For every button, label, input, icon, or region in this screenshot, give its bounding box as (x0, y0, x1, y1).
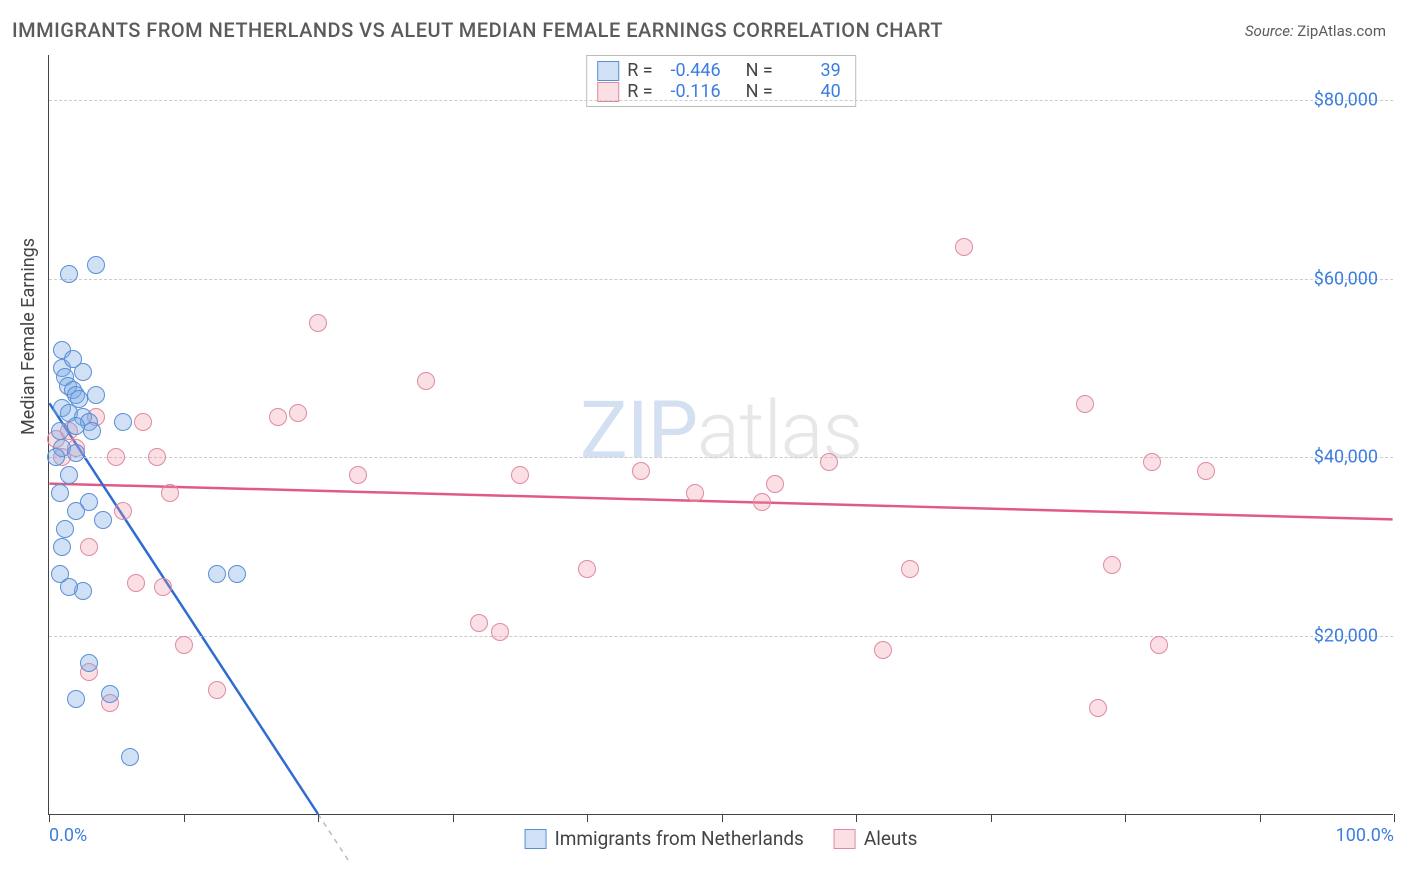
data-point (1103, 556, 1121, 574)
data-point (491, 623, 509, 641)
data-point (148, 448, 166, 466)
data-point (67, 502, 85, 520)
source-label: Source: (1245, 22, 1294, 40)
legend-row-a: R = -0.446 N = 39 (597, 60, 841, 81)
y-axis-label: $40,000 (1314, 447, 1378, 468)
data-point (1150, 636, 1168, 654)
data-point (955, 238, 973, 256)
data-point (67, 690, 85, 708)
data-point (80, 654, 98, 672)
data-point (901, 560, 919, 578)
source-value: ZipAtlas.com (1297, 22, 1386, 40)
data-point (60, 466, 78, 484)
data-point (161, 484, 179, 502)
data-point (87, 256, 105, 274)
series-legend: Immigrants from Netherlands Aleuts (525, 827, 918, 850)
x-tick (587, 814, 588, 822)
y-axis-label: $80,000 (1314, 89, 1378, 110)
y-axis-title: Median Female Earnings (18, 238, 39, 435)
source-attribution: Source: ZipAtlas.com (1245, 22, 1386, 40)
data-point (289, 404, 307, 422)
data-point (134, 413, 152, 431)
data-point (51, 484, 69, 502)
x-tick (453, 814, 454, 822)
series-a-name: Immigrants from Netherlands (555, 827, 804, 850)
data-point (874, 641, 892, 659)
swatch-b (597, 82, 619, 102)
x-tick (318, 814, 319, 822)
swatch-a (597, 61, 619, 81)
data-point (127, 574, 145, 592)
x-tick (991, 814, 992, 822)
swatch-a-icon (525, 829, 547, 849)
data-point (114, 413, 132, 431)
data-point (686, 484, 704, 502)
gridline (49, 100, 1393, 101)
data-point (1076, 395, 1094, 413)
x-tick (184, 814, 185, 822)
data-point (470, 614, 488, 632)
data-point (64, 350, 82, 368)
data-point (753, 493, 771, 511)
data-point (94, 511, 112, 529)
data-point (1197, 462, 1215, 480)
x-tick (1260, 814, 1261, 822)
gridline (49, 636, 1393, 637)
data-point (114, 502, 132, 520)
data-point (47, 448, 65, 466)
x-axis-label: 100.0% (1336, 825, 1394, 846)
n-value-a: 39 (781, 60, 841, 81)
data-point (1089, 699, 1107, 717)
data-point (208, 681, 226, 699)
trend-lines (49, 55, 1393, 814)
data-point (67, 444, 85, 462)
data-point (511, 466, 529, 484)
data-point (60, 578, 78, 596)
data-point (175, 636, 193, 654)
x-tick (1125, 814, 1126, 822)
legend-entry-a: Immigrants from Netherlands (525, 827, 804, 850)
data-point (766, 475, 784, 493)
data-point (208, 565, 226, 583)
y-axis-label: $60,000 (1314, 268, 1378, 289)
r-label-a: R = (627, 60, 652, 81)
data-point (101, 685, 119, 703)
data-point (632, 462, 650, 480)
x-tick (1394, 814, 1395, 822)
data-point (121, 748, 139, 766)
data-point (1143, 453, 1161, 471)
x-axis-label: 0.0% (49, 825, 87, 846)
data-point (56, 520, 74, 538)
data-point (228, 565, 246, 583)
data-point (269, 408, 287, 426)
data-point (87, 386, 105, 404)
x-tick (49, 814, 50, 822)
data-point (154, 578, 172, 596)
data-point (349, 466, 367, 484)
r-value-a: -0.446 (661, 60, 721, 81)
data-point (83, 422, 101, 440)
data-point (60, 265, 78, 283)
data-point (417, 372, 435, 390)
data-point (107, 448, 125, 466)
gridline (49, 457, 1393, 458)
data-point (578, 560, 596, 578)
chart-title: IMMIGRANTS FROM NETHERLANDS VS ALEUT MED… (12, 18, 943, 42)
data-point (53, 538, 71, 556)
x-tick (856, 814, 857, 822)
series-b-name: Aleuts (864, 827, 918, 850)
data-point (309, 314, 327, 332)
x-tick (722, 814, 723, 822)
data-point (67, 417, 85, 435)
data-point (80, 538, 98, 556)
gridline (49, 279, 1393, 280)
legend-entry-b: Aleuts (834, 827, 918, 850)
plot-area: ZIPatlas R = -0.446 N = 39 R = -0.116 N … (48, 55, 1393, 815)
chart-container: IMMIGRANTS FROM NETHERLANDS VS ALEUT MED… (0, 0, 1406, 892)
data-point (820, 453, 838, 471)
y-axis-label: $20,000 (1314, 626, 1378, 647)
n-label-a: N = (746, 60, 773, 81)
swatch-b-icon (834, 829, 856, 849)
